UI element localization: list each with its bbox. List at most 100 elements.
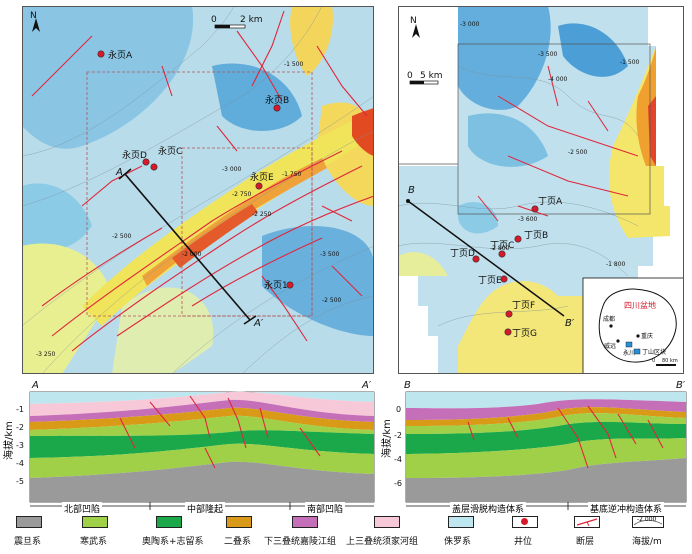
legend-swatch — [226, 516, 252, 528]
section-label-a-prime: A′ — [253, 318, 264, 329]
contour-label: -2 750 — [232, 191, 252, 198]
legend-item-ordovician-silurian: 奥陶系+志留系 — [142, 512, 218, 552]
left-contour-labels: -2 500 -3 000 -2 250 -2 000 -1 750 -3 50… — [36, 61, 342, 358]
ytick: -3 — [16, 441, 24, 450]
legend-label: 下三叠统嘉陵江组 — [264, 537, 337, 547]
contour-label: -1 750 — [282, 171, 302, 178]
zone-label: 北部凹陷 — [62, 502, 103, 515]
section-yticks: 0 -2 -4 -6 — [394, 405, 402, 488]
right-map-zone-shallow — [398, 252, 448, 276]
scale-label: 5 km — [420, 71, 443, 81]
well-marker-icon — [142, 158, 150, 166]
well-marker-icon — [97, 50, 105, 58]
section-yticks: -1 -2 -3 -4 -5 — [16, 405, 24, 486]
well-label: 丁页C — [490, 240, 514, 251]
right-structure-map: B B′ N 0 5 km -3 000 -3 500 -2 500 -1 50… — [398, 6, 684, 374]
left-map-svg: A A′ N 0 2 km -2 500 -3 000 -2 250 -2 00… — [22, 6, 374, 374]
north-label: N — [30, 11, 37, 21]
section-layers — [405, 391, 687, 503]
left-map-zone-shallow — [22, 243, 112, 374]
legend-item-permian: 二叠系 — [220, 512, 296, 552]
scale-start: 0 — [407, 71, 413, 81]
left-map-ridge-core — [172, 204, 258, 268]
legend-swatch — [82, 516, 108, 528]
legend-label: 寒武系 — [80, 537, 108, 547]
contour-sample-label: -2 000 — [637, 516, 657, 523]
section-faults — [467, 405, 664, 469]
well-label: 永页D — [122, 149, 147, 161]
ytick: -4 — [16, 459, 24, 468]
left-map-contour-lines — [22, 6, 374, 374]
well-marker-icon — [504, 328, 512, 336]
contour-label: -4 000 — [548, 76, 568, 83]
legend: 震旦系 寒武系 奥陶系+志留系 二叠系 下三叠统嘉陵江组 上三叠统须家河组 侏罗… — [0, 512, 692, 554]
legend-label: 海拔/m — [632, 537, 662, 547]
left-structure-map: A A′ N 0 2 km -2 500 -3 000 -2 250 -2 00… — [22, 6, 374, 374]
section-end-label: B′ — [676, 380, 686, 391]
well-marker-icon — [498, 250, 506, 258]
well-marker-icon — [150, 163, 158, 171]
left-section-svg: A A′ 海拔/km -1 -2 -3 -4 -5 — [2, 380, 375, 510]
well-marker-icon — [500, 275, 508, 283]
well-label: 永页1 — [264, 279, 288, 291]
well-label: 丁页F — [512, 300, 535, 311]
right-map-zone-deep — [458, 6, 551, 110]
legend-item-xujiahe: 上三叠统须家河组 — [346, 512, 422, 552]
section-faults — [119, 395, 321, 469]
right-map-zone-deep — [558, 23, 628, 77]
zone-label: 基底逆冲构造体系 — [588, 502, 665, 515]
right-map-svg: B B′ N 0 5 km -3 000 -3 500 -2 500 -1 50… — [398, 6, 684, 374]
right-map-zone-deep — [468, 113, 548, 167]
ytick: -2 — [394, 431, 402, 440]
legend-label: 上三叠统须家河组 — [346, 537, 419, 547]
contour-label: -2 500 — [322, 297, 342, 304]
legend-item-sinian: 震旦系 — [10, 512, 86, 552]
scale-bar — [214, 24, 246, 29]
north-arrow-icon — [412, 24, 420, 38]
scale-start: 0 — [211, 15, 217, 25]
zone-label: 中部隆起 — [185, 502, 226, 515]
well-label: 丁页D — [450, 248, 475, 259]
contour-label: -3 500 — [538, 51, 558, 58]
section-start-label: B — [404, 380, 411, 391]
well-label: 永页E — [250, 171, 274, 183]
inset-city-label: 成都 — [603, 315, 615, 323]
well-marker-icon — [472, 255, 480, 263]
right-map-study-area — [457, 43, 651, 215]
legend-swatch: -2 000 — [632, 516, 664, 528]
well-label: 永页C — [158, 145, 182, 157]
contour-label: -3 500 — [320, 251, 340, 258]
well-marker-icon — [286, 281, 294, 289]
well-label: 丁页E — [478, 275, 502, 286]
inset-city-label: 永川 — [623, 349, 635, 357]
section-ylabel: 海拔/km — [380, 419, 393, 458]
section-label-b: B — [408, 185, 415, 196]
right-section-svg: B B′ 海拔/km 0 -2 -4 -6 — [380, 380, 687, 510]
north-arrow-icon — [32, 18, 40, 32]
left-map-zone-deep — [22, 6, 194, 149]
ytick: -2 — [16, 423, 24, 432]
legend-item-jialingjiang: 下三叠统嘉陵江组 — [264, 512, 340, 552]
legend-swatch — [16, 516, 42, 528]
inset-scale-label: 80 km — [662, 358, 678, 364]
contour-label: -1 800 — [606, 261, 626, 268]
ytick: -4 — [394, 455, 402, 464]
section-layers — [29, 391, 375, 503]
well-marker-icon — [505, 310, 513, 318]
legend-swatch — [374, 516, 400, 528]
well-label: 永页A — [108, 49, 133, 61]
legend-item-jurassic: 侏罗系 — [440, 512, 516, 552]
well-marker-icon — [273, 104, 281, 112]
inset-scale-start: 0 — [652, 358, 655, 364]
section-label-b-prime: B′ — [565, 318, 575, 329]
location-inset: 四川盆地 成都 重庆 威远 永川 丁山区块 0 80 km — [582, 277, 684, 374]
contour-label: -1 500 — [620, 59, 640, 66]
scale-bar — [409, 80, 439, 85]
inset-city-label: 重庆 — [641, 332, 653, 340]
legend-item-contour: -2 000 海拔/m — [626, 512, 692, 552]
well-marker-icon — [255, 182, 263, 190]
well-label: 丁页B — [524, 230, 548, 241]
left-map-zone-deep — [262, 226, 374, 336]
sichuan-basin-outline — [598, 288, 677, 363]
inset-city-label: 丁山区块 — [642, 348, 666, 356]
